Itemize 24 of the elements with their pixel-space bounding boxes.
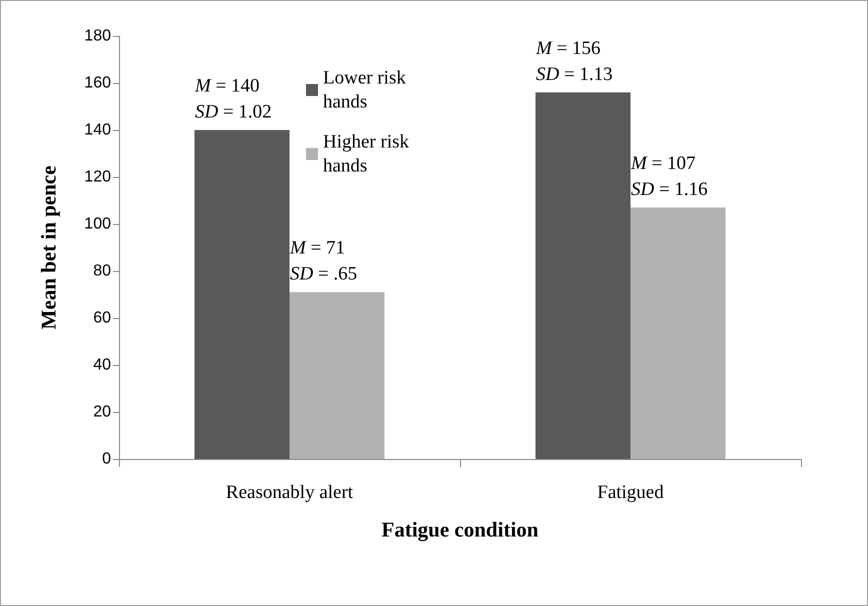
y-tick-label: 80	[93, 262, 112, 280]
bar	[536, 92, 630, 459]
x-tick-label: Reasonably alert	[226, 482, 354, 503]
bar	[290, 292, 384, 459]
legend-label: Lower risk hands	[323, 68, 411, 112]
y-tick-label: 120	[84, 168, 112, 186]
data-label: M = 71 SD = .65	[289, 238, 358, 285]
y-tick-label: 60	[93, 310, 112, 326]
y-tick-label: 40	[93, 356, 112, 374]
y-axis-title: Mean bet in pence	[36, 166, 60, 330]
data-label: M = 156 SD = 1.13	[535, 38, 613, 85]
data-label: M = 107 SD = 1.16	[630, 153, 708, 200]
x-axis-title: Fatigue condition	[382, 518, 539, 542]
x-tick-label: Fatigued	[597, 482, 664, 503]
y-tick-label: 20	[93, 404, 112, 420]
bar	[194, 130, 290, 459]
legend-label: Higher risk hands	[323, 132, 414, 176]
data-label: M = 140 SD = 1.02	[194, 76, 272, 122]
y-tick-label: 0	[102, 450, 112, 468]
bar	[630, 208, 726, 459]
y-tick-label: 180	[84, 28, 112, 44]
y-tick-label: 140	[84, 122, 112, 138]
y-tick-label: 160	[84, 74, 112, 92]
y-tick-label: 100	[84, 216, 112, 232]
